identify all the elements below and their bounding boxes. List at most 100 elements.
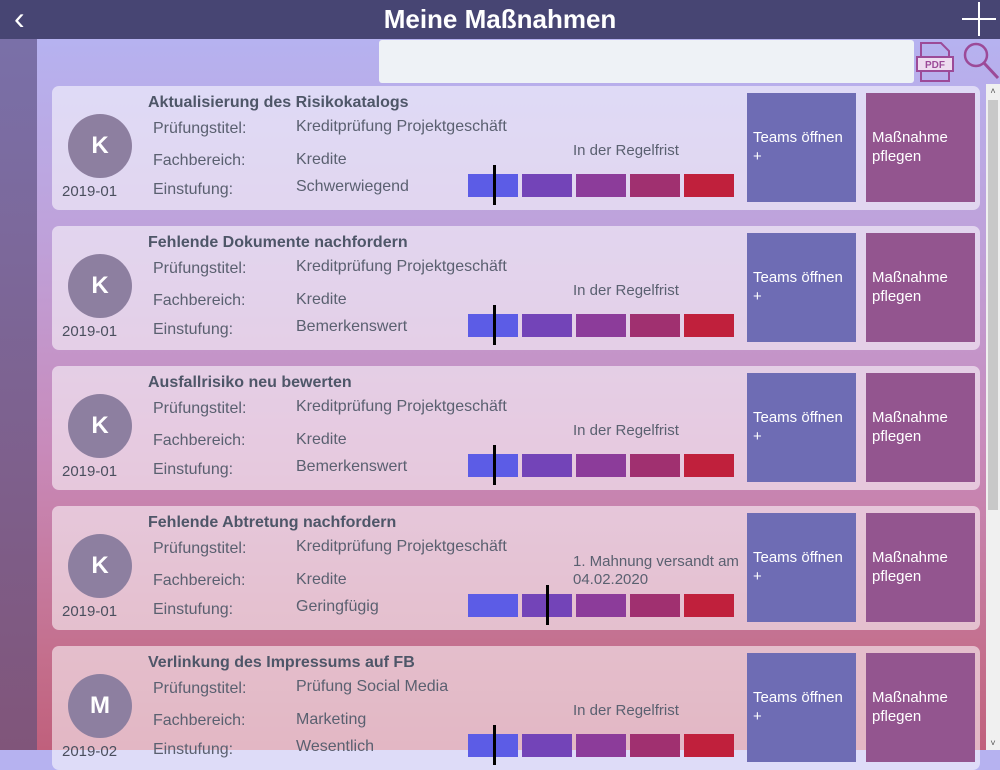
teams-open-button[interactable]: Teams öffnen + (747, 93, 856, 202)
pruefung-value: Kreditprüfung Projektgeschäft (296, 538, 507, 555)
einstufung-value: Wesentlich (296, 738, 374, 755)
severity-segment (630, 454, 680, 477)
edit-measure-button[interactable]: Maßnahme pflegen (866, 93, 975, 202)
edit-measure-button[interactable]: Maßnahme pflegen (866, 373, 975, 482)
avatar: K (68, 114, 132, 178)
pruefung-label: Prüfungstitel: (153, 260, 247, 277)
severity-segment (684, 174, 734, 197)
date: 2019-01 (62, 183, 118, 200)
severity-segment (684, 594, 734, 617)
pruefung-value: Kreditprüfung Projektgeschäft (296, 118, 507, 135)
measure-card[interactable]: K 2019-01 Fehlende Abtretung nachfordern… (52, 506, 980, 630)
severity-marker (493, 305, 496, 345)
date: 2019-02 (62, 743, 118, 760)
fachbereich-value: Kredite (296, 291, 347, 308)
severity-segment (576, 314, 626, 337)
fachbereich-value: Kredite (296, 571, 347, 588)
severity-segment (576, 454, 626, 477)
teams-open-button[interactable]: Teams öffnen + (747, 373, 856, 482)
pruefung-label: Prüfungstitel: (153, 120, 247, 137)
edit-measure-button[interactable]: Maßnahme pflegen (866, 513, 975, 622)
magnifier-icon[interactable] (960, 40, 1000, 82)
date: 2019-01 (62, 603, 118, 620)
fachbereich-label: Fachbereich: (153, 712, 246, 729)
einstufung-label: Einstufung: (153, 601, 234, 618)
einstufung-value: Schwerwiegend (296, 178, 409, 195)
severity-segment (630, 174, 680, 197)
severity-marker (493, 165, 496, 205)
scrollbar[interactable]: ˄ ˅ (986, 84, 1000, 750)
pruefung-value: Prüfung Social Media (296, 678, 449, 695)
einstufung-label: Einstufung: (153, 741, 234, 758)
header: ‹ Meine Maßnahmen (0, 0, 1000, 39)
severity-segment (684, 454, 734, 477)
severity-segment (630, 314, 680, 337)
einstufung-value: Geringfügig (296, 598, 379, 615)
einstufung-label: Einstufung: (153, 461, 234, 478)
fachbereich-value: Kredite (296, 151, 347, 168)
severity-segment (522, 174, 572, 197)
date: 2019-01 (62, 323, 118, 340)
severity-segment (576, 734, 626, 757)
pruefung-label: Prüfungstitel: (153, 400, 247, 417)
einstufung-value: Bemerkenswert (296, 318, 408, 335)
avatar: K (68, 394, 132, 458)
einstufung-value: Bemerkenswert (296, 458, 408, 475)
measure-title: Verlinkung des Impressums auf FB (148, 654, 415, 671)
measure-card[interactable]: K 2019-01 Ausfallrisiko neu bewerten Prü… (52, 366, 980, 490)
status-text: 1. Mahnung versandt am 04.02.2020 (573, 553, 739, 588)
pdf-label: PDF (925, 60, 945, 71)
avatar: K (68, 254, 132, 318)
scroll-down-icon[interactable]: ˅ (990, 738, 996, 748)
fachbereich-value: Marketing (296, 711, 367, 728)
scroll-up-icon[interactable]: ˄ (990, 86, 996, 96)
severity-segment (468, 594, 518, 617)
status-text: In der Regelfrist (573, 142, 679, 159)
status-text: In der Regelfrist (573, 422, 679, 439)
edit-measure-button[interactable]: Maßnahme pflegen (866, 233, 975, 342)
plus-icon[interactable] (962, 2, 996, 36)
fachbereich-label: Fachbereich: (153, 432, 246, 449)
scrollbar-thumb[interactable] (988, 100, 998, 510)
status-text: In der Regelfrist (573, 702, 679, 719)
einstufung-label: Einstufung: (153, 321, 234, 338)
severity-segment (684, 734, 734, 757)
avatar: K (68, 534, 132, 598)
measure-card[interactable]: M 2019-02 Verlinkung des Impressums auf … (52, 646, 980, 770)
measure-card[interactable]: K 2019-01 Aktualisierung des Risikokatal… (52, 86, 980, 210)
pruefung-value: Kreditprüfung Projektgeschäft (296, 398, 507, 415)
pruefung-label: Prüfungstitel: (153, 680, 247, 697)
severity-segment (576, 174, 626, 197)
fachbereich-label: Fachbereich: (153, 572, 246, 589)
chevron-left-icon[interactable]: ‹ (14, 0, 25, 36)
teams-open-button[interactable]: Teams öffnen + (747, 653, 856, 762)
measure-card[interactable]: K 2019-01 Fehlende Dokumente nachfordern… (52, 226, 980, 350)
fachbereich-value: Kredite (296, 431, 347, 448)
date: 2019-01 (62, 463, 118, 480)
teams-open-button[interactable]: Teams öffnen + (747, 513, 856, 622)
page-title: Meine Maßnahmen (383, 4, 617, 34)
pruefung-label: Prüfungstitel: (153, 540, 247, 557)
einstufung-label: Einstufung: (153, 181, 234, 198)
avatar: M (68, 674, 132, 738)
fachbereich-label: Fachbereich: (153, 152, 246, 169)
edit-measure-button[interactable]: Maßnahme pflegen (866, 653, 975, 762)
measure-title: Ausfallrisiko neu bewerten (148, 374, 352, 391)
measure-title: Fehlende Abtretung nachfordern (148, 514, 397, 531)
pruefung-value: Kreditprüfung Projektgeschäft (296, 258, 507, 275)
severity-segment (576, 594, 626, 617)
severity-segment (522, 454, 572, 477)
measure-title: Aktualisierung des Risikokatalogs (148, 94, 409, 111)
fachbereich-label: Fachbereich: (153, 292, 246, 309)
severity-segment (630, 594, 680, 617)
sidebar-strip (0, 39, 37, 750)
severity-segment (522, 314, 572, 337)
pdf-icon[interactable]: PDF (915, 41, 955, 83)
severity-marker (546, 585, 549, 625)
severity-segment (630, 734, 680, 757)
severity-marker (493, 725, 496, 765)
search-input[interactable] (379, 40, 914, 83)
severity-segment (684, 314, 734, 337)
severity-marker (493, 445, 496, 485)
teams-open-button[interactable]: Teams öffnen + (747, 233, 856, 342)
